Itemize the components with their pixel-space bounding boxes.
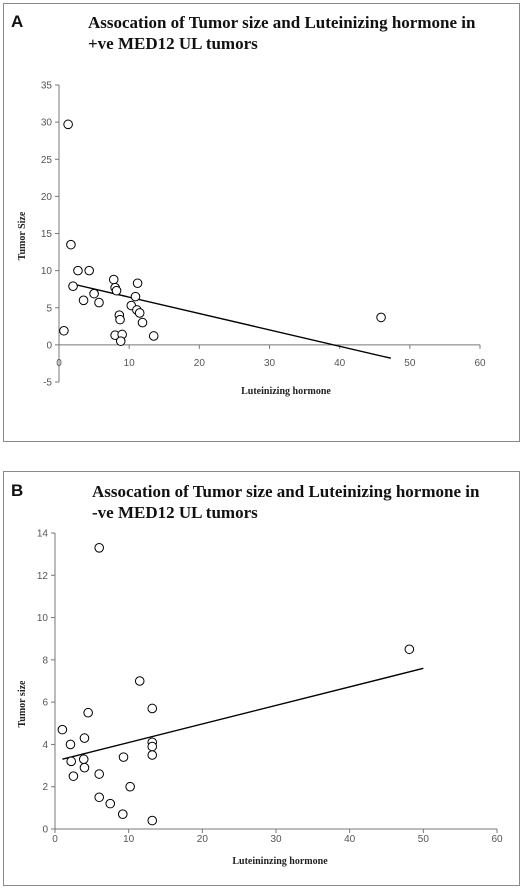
chart1-data-point (105, 798, 116, 809)
chart0-data-point (59, 325, 69, 336)
chart1-data-point (147, 815, 158, 826)
scatter-plot-b: 0 2 4 6 8 10 12 14 0 10 20 30 40 50 60 Luteininzing hor… (17, 529, 503, 868)
chart0-y-tick-label: 35 (41, 81, 53, 92)
chart0-data-point (111, 285, 122, 296)
chart0-data-point (137, 317, 148, 328)
chart1-x-tick-label: 10 (123, 834, 135, 845)
chart0-y-tick-label: 30 (41, 118, 53, 129)
chart0-y-tick-label: -5 (43, 378, 52, 389)
chart0-x-tick-label: 30 (264, 358, 276, 369)
chart1-data-point (94, 543, 104, 553)
chart1-data-point (134, 676, 145, 686)
chart0-data-point (78, 295, 89, 306)
chart1-data-point (404, 644, 415, 655)
chart0-x-tick-label: 40 (334, 358, 346, 369)
chart1-data-point (79, 762, 90, 773)
chart0-data-point (148, 331, 159, 341)
chart-panel-a: A Assocation of Tumor size and Luteinizi… (3, 3, 520, 442)
chart1-data-point (147, 750, 158, 760)
chart0-y-tick-label: 20 (41, 192, 53, 203)
panel-label-a: A (11, 12, 24, 31)
chart1-y-tick-label: 4 (42, 740, 48, 751)
chart-panel-b: B Assocation of Tumor size and Luteinizi… (3, 471, 520, 886)
chart1-y-tick-label: 14 (37, 529, 49, 540)
scatter-plot-a: -5 0 5 10 15 20 25 30 35 0 10 20 30 40 50 60 Luteinizing… (17, 81, 486, 398)
chart0-data-point (68, 281, 78, 292)
chart1-data-point (66, 756, 77, 767)
chart0-data-point (89, 288, 99, 299)
chart1-y-tick-label: 6 (42, 698, 48, 709)
chart1-data-point (83, 707, 93, 718)
chart1-y-tick-label: 2 (42, 782, 48, 793)
chart1-x-tick-label: 50 (418, 834, 430, 845)
chart1-x-tick-label: 60 (491, 834, 503, 845)
panel-label-b: B (11, 481, 24, 500)
chart0-x-axis-label: Luteinizing hormone (241, 386, 331, 397)
chart0-trendline (69, 282, 392, 359)
chart1-data-point (94, 792, 104, 803)
chart1-data-point (57, 724, 68, 735)
chart-title-a-line-1: Assocation of Tumor size and Luteinizing… (88, 13, 476, 32)
chart-title-b-line-1: Assocation of Tumor size and Luteinizing… (92, 482, 480, 501)
chart-title-a-line-2: +ve MED12 UL tumors (88, 34, 258, 53)
chart0-y-tick-label: 5 (46, 303, 52, 314)
chart0-x-tick-label: 10 (124, 358, 136, 369)
chart1-data-point (117, 809, 128, 820)
chart1-y-tick-label: 12 (37, 571, 49, 582)
chart1-trendline (62, 667, 424, 760)
chart-title-a: Assocation of Tumor size and Luteinizing… (88, 12, 475, 54)
chart1-x-tick-label: 0 (52, 834, 58, 845)
chart0-data-point (134, 308, 145, 318)
chart0-y-tick-label: 10 (41, 266, 53, 277)
chart0-data-point (66, 239, 76, 250)
chart0-data-point (115, 336, 126, 346)
chart1-x-tick-label: 40 (344, 834, 356, 845)
chart0-data-point (63, 119, 73, 130)
chart0-data-point (130, 291, 141, 302)
chart0-x-tick-label: 50 (404, 358, 416, 369)
chart1-x-tick-label: 20 (197, 834, 209, 845)
chart0-y-tick-label: 15 (41, 229, 53, 240)
chart1-data-point (79, 733, 90, 743)
chart0-data-point (94, 297, 104, 308)
chart0-x-tick-label: 20 (194, 358, 206, 369)
chart0-x-tick-label: 60 (474, 358, 486, 369)
chart1-data-point (65, 739, 76, 750)
chart0-x-tick-label: 0 (56, 358, 62, 369)
chart1-x-axis-label: Luteininzing hormone (232, 856, 328, 867)
chart1-data-point (94, 769, 104, 779)
chart0-data-point (108, 274, 119, 285)
chart0-data-point (73, 265, 83, 276)
chart1-data-point (125, 781, 135, 792)
chart1-y-tick-label: 10 (37, 613, 49, 624)
chart-title-b: Assocation of Tumor size and Luteinizing… (92, 481, 479, 523)
chart0-data-point (115, 314, 125, 325)
chart1-y-tick-label: 8 (42, 655, 48, 666)
chart1-data-point (147, 703, 158, 714)
chart-title-b-line-2: -ve MED12 UL tumors (92, 503, 258, 522)
chart0-y-tick-label: 0 (46, 340, 52, 351)
chart1-data-point (147, 741, 158, 752)
chart1-data-point (78, 754, 89, 765)
chart0-y-axis-label: Tumor Size (17, 211, 28, 260)
chart1-y-tick-label: 0 (42, 825, 48, 836)
chart0-data-point (376, 312, 386, 323)
chart0-y-tick-label: 25 (41, 155, 53, 166)
chart0-data-point (132, 278, 143, 289)
chart1-data-point (68, 771, 79, 781)
chart1-x-tick-label: 30 (270, 834, 282, 845)
chart0-data-point (84, 265, 94, 276)
chart1-data-point (118, 752, 129, 762)
chart1-y-axis-label: Tumor size (17, 680, 28, 728)
